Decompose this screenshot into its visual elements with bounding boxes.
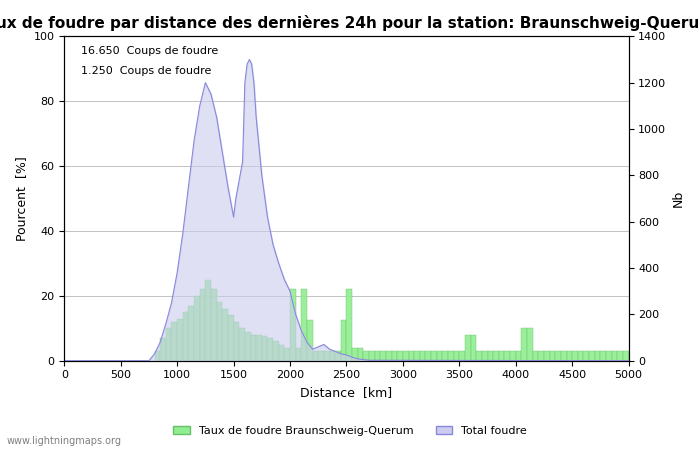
- Text: 16.650  Coups de foudre: 16.650 Coups de foudre: [81, 46, 218, 56]
- Bar: [595, 351, 601, 361]
- Bar: [617, 351, 623, 361]
- Bar: [527, 328, 533, 361]
- Text: 1.250  Coups de foudre: 1.250 Coups de foudre: [81, 66, 211, 76]
- Bar: [499, 351, 505, 361]
- Bar: [561, 351, 566, 361]
- Y-axis label: Pourcent  [%]: Pourcent [%]: [15, 156, 28, 241]
- Bar: [251, 335, 256, 361]
- Bar: [538, 351, 544, 361]
- Bar: [516, 351, 522, 361]
- Bar: [420, 351, 426, 361]
- Bar: [228, 315, 234, 361]
- Bar: [550, 351, 555, 361]
- Bar: [313, 351, 319, 361]
- Bar: [380, 351, 386, 361]
- Y-axis label: Nb: Nb: [672, 190, 685, 207]
- Bar: [601, 351, 606, 361]
- Bar: [374, 351, 380, 361]
- Bar: [476, 351, 482, 361]
- Bar: [391, 351, 397, 361]
- Text: www.lightningmaps.org: www.lightningmaps.org: [7, 436, 122, 446]
- Bar: [273, 341, 279, 361]
- Bar: [324, 351, 330, 361]
- Bar: [290, 289, 295, 361]
- Bar: [330, 351, 335, 361]
- Bar: [160, 338, 166, 361]
- Bar: [465, 335, 470, 361]
- Bar: [155, 351, 160, 361]
- Bar: [239, 328, 245, 361]
- Bar: [335, 351, 341, 361]
- Bar: [301, 289, 307, 361]
- Bar: [403, 351, 409, 361]
- Bar: [352, 348, 358, 361]
- Bar: [183, 312, 188, 361]
- Bar: [566, 351, 572, 361]
- Bar: [279, 345, 284, 361]
- Bar: [262, 337, 267, 361]
- Bar: [487, 351, 494, 361]
- Bar: [284, 348, 290, 361]
- Bar: [584, 351, 589, 361]
- Bar: [177, 319, 183, 361]
- Bar: [623, 351, 629, 361]
- Bar: [606, 351, 612, 361]
- Legend: Taux de foudre Braunschweig-Querum, Total foudre: Taux de foudre Braunschweig-Querum, Tota…: [169, 421, 531, 440]
- Bar: [216, 302, 223, 361]
- Bar: [234, 322, 239, 361]
- Bar: [544, 351, 550, 361]
- Bar: [369, 351, 375, 361]
- Bar: [295, 348, 301, 361]
- Bar: [510, 351, 516, 361]
- Bar: [211, 289, 216, 361]
- Bar: [223, 309, 228, 361]
- Bar: [397, 351, 403, 361]
- Bar: [188, 306, 194, 361]
- Bar: [426, 351, 431, 361]
- Bar: [629, 351, 634, 361]
- Bar: [205, 279, 211, 361]
- Bar: [256, 335, 262, 361]
- Bar: [494, 351, 499, 361]
- Bar: [172, 322, 177, 361]
- Bar: [437, 351, 442, 361]
- Bar: [612, 351, 617, 361]
- Bar: [166, 328, 172, 361]
- Bar: [341, 320, 346, 361]
- Bar: [578, 351, 584, 361]
- Bar: [267, 338, 273, 361]
- Bar: [431, 351, 437, 361]
- Bar: [358, 348, 363, 361]
- Bar: [245, 332, 251, 361]
- Bar: [572, 351, 578, 361]
- Bar: [454, 351, 459, 361]
- Bar: [363, 351, 369, 361]
- Bar: [533, 351, 538, 361]
- Bar: [307, 320, 313, 361]
- Bar: [318, 351, 324, 361]
- Bar: [555, 351, 561, 361]
- Bar: [409, 351, 414, 361]
- Bar: [505, 351, 510, 361]
- Title: Taux de foudre par distance des dernières 24h pour la station: Braunschweig-Quer: Taux de foudre par distance des dernière…: [0, 15, 700, 31]
- Bar: [442, 351, 448, 361]
- Bar: [459, 351, 465, 361]
- Bar: [589, 351, 595, 361]
- Bar: [448, 351, 454, 361]
- Bar: [199, 289, 205, 361]
- Bar: [522, 328, 527, 361]
- Bar: [194, 296, 199, 361]
- Bar: [482, 351, 487, 361]
- X-axis label: Distance  [km]: Distance [km]: [300, 386, 393, 399]
- Bar: [470, 335, 476, 361]
- Bar: [386, 351, 391, 361]
- Bar: [414, 351, 420, 361]
- Bar: [346, 289, 352, 361]
